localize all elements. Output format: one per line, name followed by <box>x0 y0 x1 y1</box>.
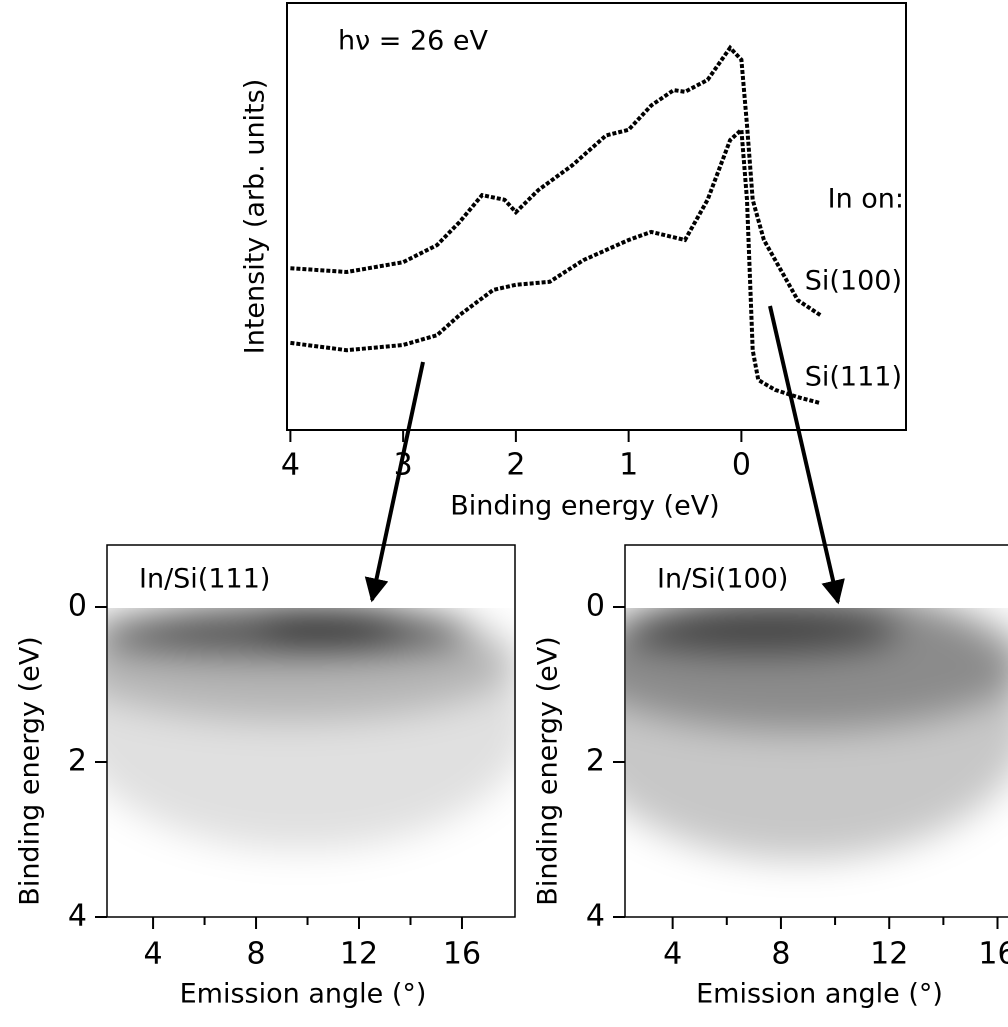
y-axis-label: Intensity (arb. units) <box>240 79 271 355</box>
x-tick-label: 16 <box>978 937 1008 972</box>
x-axis-label: Emission angle (°) <box>696 979 943 1010</box>
panel-title: In/Si(111) <box>139 564 270 595</box>
y-tick-label: 4 <box>586 899 605 934</box>
x-tick-label: 4 <box>663 937 682 972</box>
y-tick-label: 0 <box>68 589 87 624</box>
y-tick-label: 2 <box>68 744 87 779</box>
intensity-map <box>626 608 1008 860</box>
spectrum-line <box>290 125 821 406</box>
series-label: Si(100) <box>805 266 902 297</box>
series-label: Si(111) <box>805 362 902 393</box>
plot-frame <box>106 544 516 918</box>
x-tick-label: 8 <box>246 937 265 972</box>
y-axis-label: Binding energy (eV) <box>15 636 46 905</box>
arrow <box>364 361 425 603</box>
x-tick-label: 12 <box>340 937 378 972</box>
annotation: In on: <box>828 184 904 215</box>
x-tick-label: 1 <box>619 448 638 483</box>
y-tick-label: 4 <box>68 899 87 934</box>
intensity-map <box>108 608 514 850</box>
y-axis-label: Binding energy (eV) <box>533 636 564 905</box>
spectrum-line <box>290 44 822 317</box>
x-tick-label: 4 <box>144 937 163 972</box>
y-tick-label: 2 <box>586 744 605 779</box>
x-tick-label: 3 <box>394 448 413 483</box>
x-tick-label: 4 <box>281 448 300 483</box>
x-axis-label: Binding energy (eV) <box>450 491 719 522</box>
annotation: hν = 26 eV <box>338 26 489 57</box>
x-tick-label: 16 <box>443 937 481 972</box>
panel-title: In/Si(100) <box>657 564 788 595</box>
plot-frame <box>624 544 1008 918</box>
x-tick-label: 12 <box>870 937 908 972</box>
x-tick-label: 0 <box>732 448 751 483</box>
plot-frame <box>286 2 907 431</box>
y-tick-label: 0 <box>586 589 605 624</box>
x-tick-label: 2 <box>506 448 525 483</box>
x-axis-label: Emission angle (°) <box>180 979 427 1010</box>
x-tick-label: 8 <box>771 937 790 972</box>
arrow <box>768 305 845 605</box>
